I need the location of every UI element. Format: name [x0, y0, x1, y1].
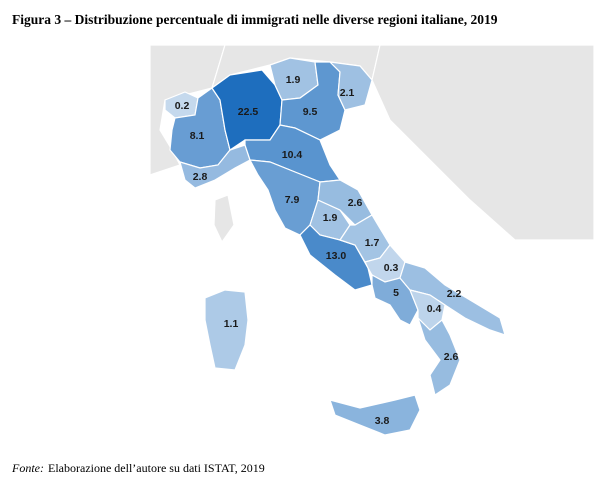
region-value-label: 1.9	[286, 74, 301, 86]
source-text: Elaborazione dell’autore su dati ISTAT, …	[48, 461, 265, 475]
neighbor-land	[213, 194, 235, 244]
region-value-label: 2.6	[348, 197, 363, 209]
region-value-label: 8.1	[190, 130, 205, 142]
region-value-label: 1.9	[323, 212, 338, 224]
region-value-label: 13.0	[326, 250, 347, 262]
region	[329, 394, 421, 436]
region-value-label: 22.5	[238, 106, 259, 118]
region-value-label: 1.7	[365, 237, 380, 249]
region-value-label: 9.5	[303, 106, 318, 118]
region	[417, 317, 461, 396]
region-value-label: 3.8	[375, 415, 390, 427]
region	[328, 61, 373, 111]
region-value-label: 5	[393, 287, 399, 299]
region-value-label: 2.1	[340, 87, 355, 99]
region-value-label: 0.3	[384, 262, 399, 274]
region-value-label: 0.2	[175, 100, 190, 112]
region-value-label: 2.2	[447, 288, 462, 300]
region	[204, 289, 249, 371]
region-value-label: 1.1	[224, 318, 239, 330]
region-value-label: 2.8	[193, 171, 208, 183]
region-value-label: 7.9	[285, 194, 300, 206]
region-value-label: 0.4	[427, 303, 442, 315]
region-value-label: 10.4	[282, 149, 303, 161]
source-label: Fonte:	[12, 461, 44, 475]
figure-title: Figura 3 – Distribuzione percentuale di …	[12, 12, 498, 27]
region-value-label: 2.6	[444, 351, 459, 363]
neighbor-land	[371, 44, 594, 241]
source-note: Fonte: Elaborazione dell’autore su dati I…	[12, 461, 265, 476]
